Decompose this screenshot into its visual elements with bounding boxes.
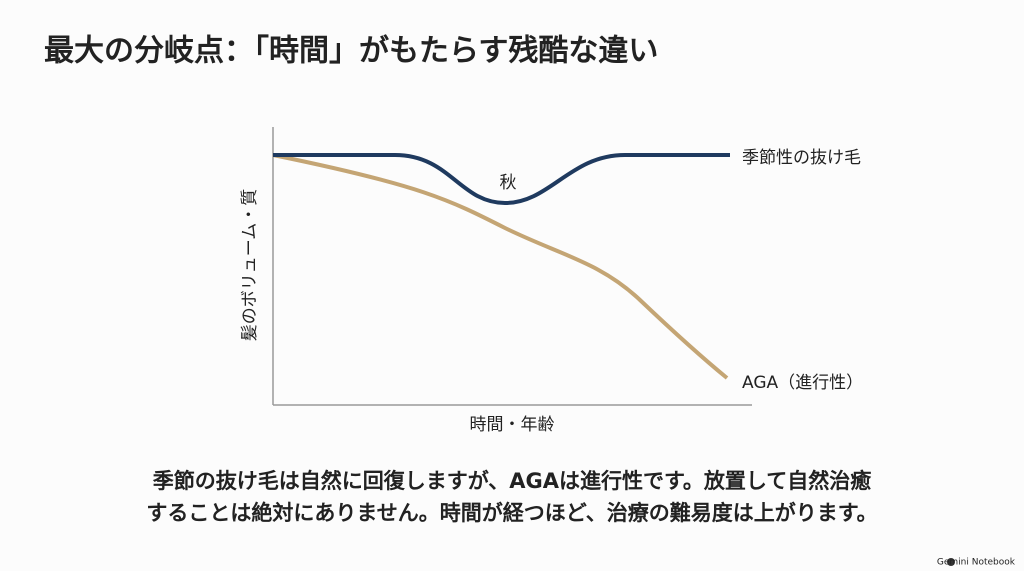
autumn-label: 秋 xyxy=(500,173,517,193)
x-axis-label: 時間・年齢 xyxy=(470,415,555,435)
seasonal-label: 季節性の抜け毛 xyxy=(742,148,861,168)
body-line: 季節の抜け毛は自然に回復しますが、AGAは進行性です。放置して自然治癒 xyxy=(153,469,872,493)
body-line: することは絶対にありません。時間が経つほど、治療の難易度は上がります。 xyxy=(146,501,877,525)
brand-icon xyxy=(947,558,955,566)
aga-curve xyxy=(272,153,729,380)
title: 最大の分岐点：「時間」がもたらす残酷な違い xyxy=(44,34,658,69)
seasonal-curve xyxy=(273,153,730,206)
y-axis-label: 髪のボリューム・質 xyxy=(240,189,260,342)
aga-label: AGA（進行性） xyxy=(742,373,863,393)
footer-brand: Gemini Notebook xyxy=(937,558,1016,568)
